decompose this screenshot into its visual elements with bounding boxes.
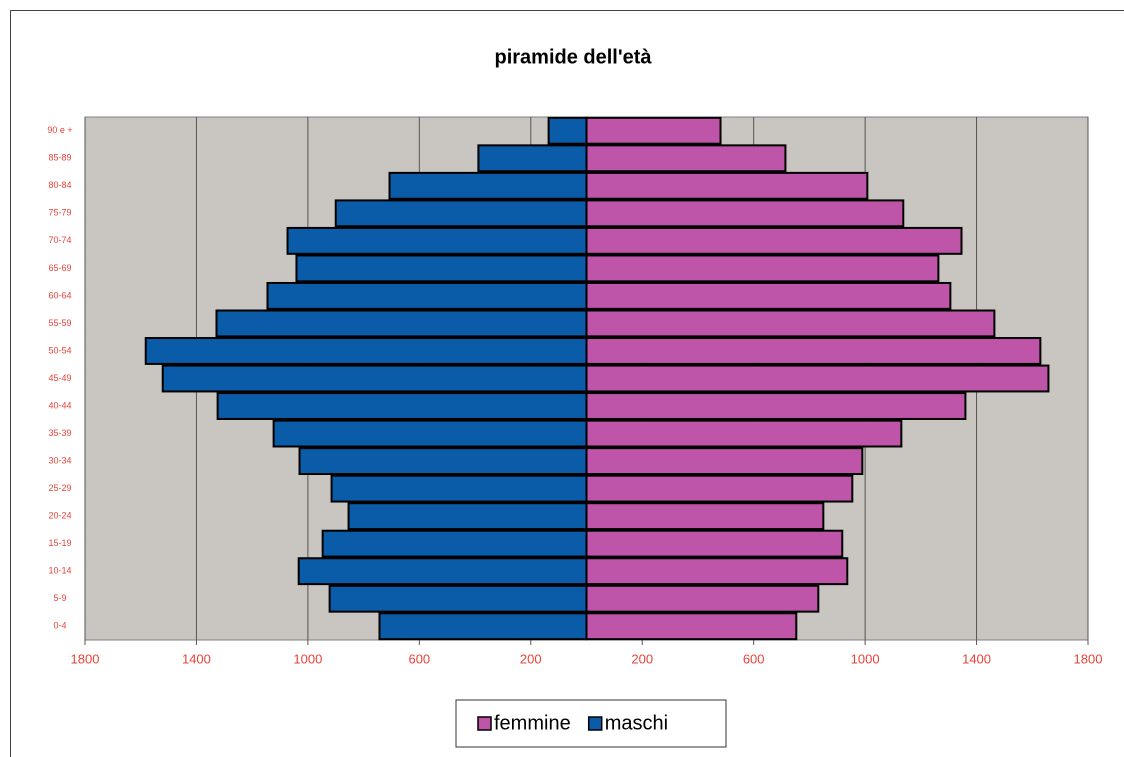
bar	[585, 337, 1042, 365]
bar	[321, 529, 588, 558]
bar	[298, 447, 588, 476]
bar	[334, 199, 588, 228]
bar	[295, 254, 588, 283]
bar	[297, 557, 588, 586]
bar	[477, 144, 588, 173]
bar	[585, 502, 825, 531]
bar	[585, 392, 967, 420]
bar	[585, 529, 844, 558]
bar	[585, 419, 903, 448]
legend-swatch	[477, 716, 492, 731]
x-tick-label: 1000	[293, 651, 322, 666]
y-tick-label: 70-74	[48, 235, 71, 245]
bar	[272, 419, 588, 448]
x-tick-label: 1800	[71, 651, 100, 666]
bar	[266, 281, 588, 310]
x-tick-label: 200	[520, 651, 542, 666]
y-tick-label: 10-14	[48, 566, 71, 576]
bar	[161, 364, 588, 393]
frame	[10, 10, 1124, 757]
y-tick-label: 45-49	[48, 373, 71, 383]
y-tick-label: 80-84	[48, 180, 71, 190]
x-tick-label: 600	[408, 651, 430, 666]
bar	[585, 557, 849, 586]
x-tick-label: 1000	[851, 651, 880, 666]
bar	[330, 474, 588, 503]
legend-swatch	[587, 716, 603, 731]
y-tick-label: 15-19	[48, 538, 71, 548]
labels: 1800 1400 1000 600 200 200 600 1000 1400 1800 0-4 5…	[47, 125, 1102, 666]
bar	[286, 226, 588, 255]
bar	[585, 447, 864, 476]
y-tick-label: 25-29	[48, 483, 71, 493]
legend-label: femmine	[494, 712, 571, 734]
y-tick-label: 85-89	[48, 153, 71, 163]
bar	[585, 171, 869, 200]
y-tick-label: 55-59	[48, 318, 71, 328]
y-tick-label: 0-4	[53, 621, 66, 631]
chart-title: piramide dell'età	[494, 46, 652, 68]
y-tick-label: 30-34	[48, 455, 71, 465]
bar	[585, 116, 722, 145]
x-tick-label: 1400	[962, 651, 991, 666]
x-tick-label: 600	[743, 651, 765, 666]
y-tick-label: 20-24	[48, 511, 71, 521]
bar	[347, 502, 588, 531]
bar	[144, 337, 588, 365]
y-tick-label: 60-64	[48, 290, 71, 300]
bar	[585, 144, 787, 173]
bar	[585, 309, 996, 338]
x-tick-label: 200	[631, 651, 653, 666]
legend-label: maschi	[605, 712, 668, 734]
y-tick-label: 65-69	[48, 263, 71, 273]
bar	[378, 612, 588, 641]
bar	[585, 364, 1050, 393]
y-tick-label: 5-9	[53, 593, 66, 603]
bar	[585, 281, 952, 310]
bar	[585, 612, 798, 641]
bar	[547, 116, 588, 145]
bar	[585, 199, 905, 228]
bar	[388, 171, 588, 200]
bar	[328, 584, 588, 613]
bar	[585, 474, 854, 503]
y-tick-label: 35-39	[48, 428, 71, 438]
x-tick-label: 1400	[182, 651, 211, 666]
bar	[585, 226, 963, 255]
legend-items: femmine maschi	[477, 712, 668, 734]
y-tick-label: 50-54	[48, 345, 71, 355]
bar	[585, 584, 820, 613]
bar	[215, 309, 588, 338]
bar	[216, 392, 588, 420]
y-tick-label: 90 e +	[47, 125, 72, 135]
bars	[144, 116, 1050, 641]
x-tick-label: 1800	[1074, 651, 1103, 666]
y-tick-label: 75-79	[48, 208, 71, 218]
bar	[585, 254, 940, 283]
y-tick-label: 40-44	[48, 400, 71, 410]
